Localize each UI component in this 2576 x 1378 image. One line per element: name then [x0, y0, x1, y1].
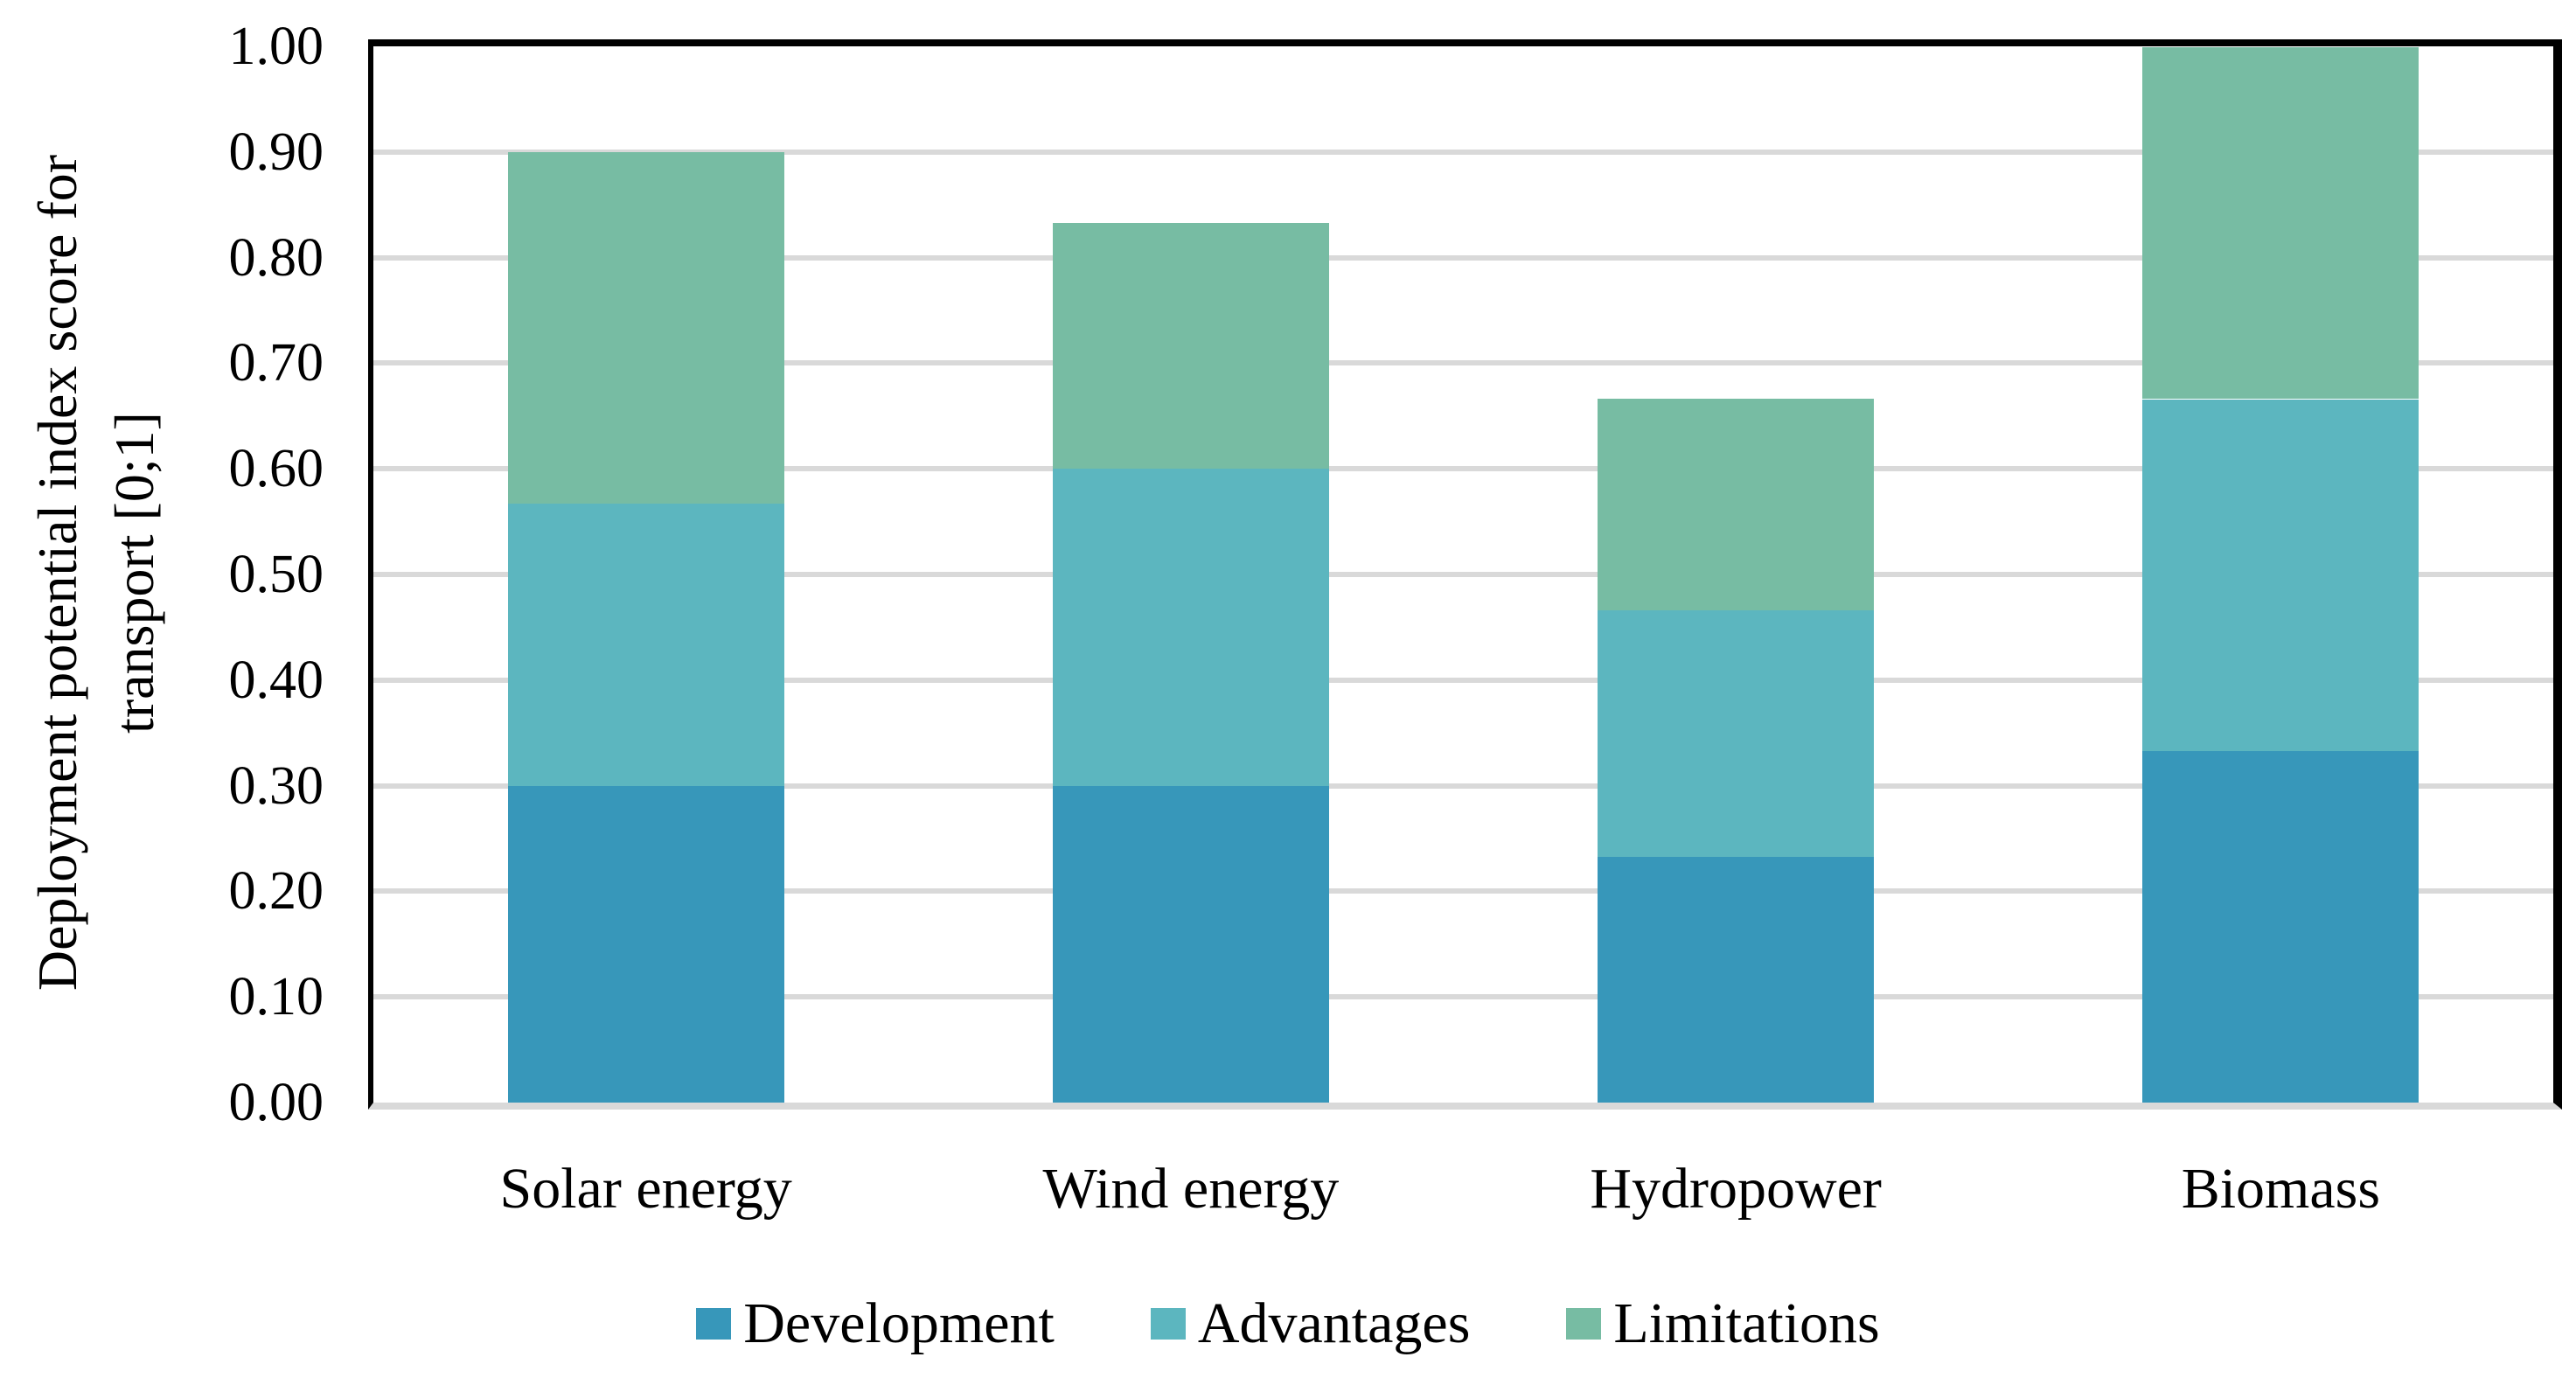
legend-item-development: Development: [696, 1292, 1055, 1355]
y-tick-label: 0.00: [228, 1073, 324, 1132]
legend-swatch-limitations-icon: [1566, 1308, 1602, 1340]
y-tick-label: 0.90: [228, 122, 324, 182]
y-tick-label: 0.70: [228, 333, 324, 393]
legend-swatch-advantages-icon: [1150, 1308, 1186, 1340]
bar-segment-development: [1598, 856, 1875, 1103]
bar-segment-advantages: [1052, 469, 1329, 786]
bar-segment-limitations: [1598, 399, 1875, 611]
gridline: [373, 994, 2553, 1000]
gridline: [373, 572, 2553, 577]
legend-label-development: Development: [743, 1291, 1055, 1355]
gridline: [373, 254, 2553, 261]
y-tick-label: 1.00: [228, 17, 324, 76]
y-tick-label: 0.20: [228, 861, 324, 922]
y-tick-label: 0.80: [228, 227, 324, 288]
bar-segment-limitations: [1052, 222, 1329, 470]
bar-segment-limitations: [507, 151, 784, 505]
legend-item-advantages: Advantages: [1150, 1291, 1471, 1355]
y-tick-label: 0.60: [228, 439, 324, 499]
legend-swatch-development-icon: [696, 1308, 732, 1340]
y-tick-label: 0.30: [228, 755, 324, 816]
bar-biomass: [2142, 46, 2419, 1103]
bar-solar-energy: [507, 46, 784, 1103]
y-tick-label: 0.10: [228, 967, 324, 1027]
legend-label-advantages: Advantages: [1197, 1291, 1471, 1355]
gridline: [373, 149, 2553, 155]
gridline: [373, 360, 2553, 366]
bar-segment-advantages: [2142, 399, 2419, 751]
y-tick-label: 0.50: [228, 545, 324, 604]
bar-segment-limitations: [2142, 47, 2419, 400]
bar-segment-advantages: [507, 504, 784, 786]
gridline: [373, 466, 2553, 472]
x-category-label-biomass: Biomass: [2181, 1157, 2381, 1221]
bar-segment-development: [1052, 785, 1329, 1103]
legend: Development Advantages Limitations: [0, 1292, 2576, 1355]
bar-hydropower: [1598, 46, 1875, 1103]
legend-item-limitations: Limitations: [1566, 1291, 1880, 1355]
y-tick-label: 0.40: [228, 650, 324, 710]
x-category-label-wind-energy: Wind energy: [1042, 1157, 1340, 1221]
bar-segment-development: [507, 785, 784, 1103]
gridline: [373, 888, 2553, 894]
legend-label-limitations: Limitations: [1613, 1291, 1880, 1355]
bar-wind-energy: [1052, 46, 1329, 1103]
x-category-label-solar-energy: Solar energy: [499, 1157, 792, 1221]
x-category-label-hydropower: Hydropower: [1590, 1157, 1882, 1221]
gridline: [373, 677, 2553, 683]
bar-segment-advantages: [1598, 610, 1875, 857]
bar-segment-development: [2142, 750, 2419, 1103]
plot-area: [368, 39, 2562, 1110]
gridline: [373, 783, 2553, 789]
